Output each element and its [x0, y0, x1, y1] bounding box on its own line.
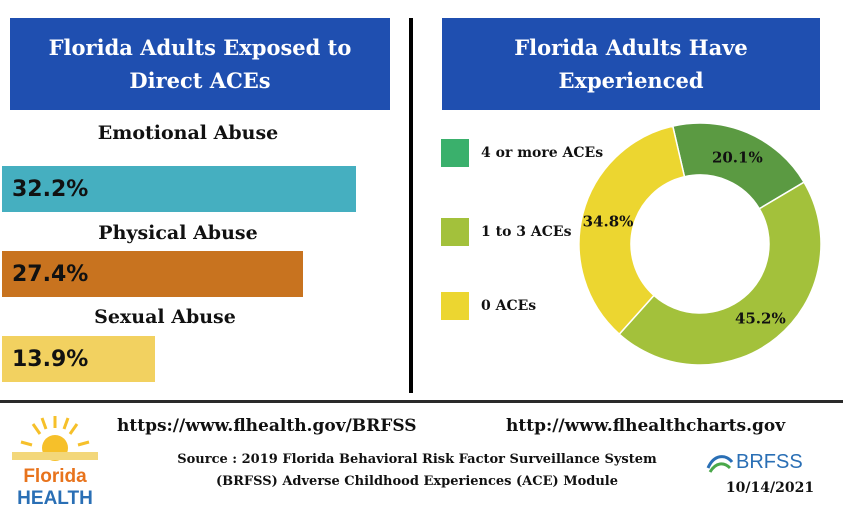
bar-value-physical: 27.4%: [12, 261, 89, 287]
legend-item-4-or-more: 4 or more ACEs: [441, 139, 603, 167]
left-panel-title: Florida Adults Exposed to Direct ACEs: [10, 18, 390, 110]
donut-label-1-to-3: 45.2%: [735, 309, 786, 327]
legend-swatch-0: [441, 292, 469, 320]
legend-label-1-to-3: 1 to 3 ACEs: [481, 224, 572, 240]
legend-item-1-to-3: 1 to 3 ACEs: [441, 218, 571, 246]
footer-separator: [0, 400, 843, 403]
donut-chart: 20.1% 45.2% 34.8%: [578, 122, 822, 366]
legend-item-0: 0 ACEs: [441, 292, 536, 320]
right-title-line1: Florida Adults Have: [514, 35, 748, 60]
bar-sexual-abuse: 13.9%: [2, 336, 155, 382]
donut-label-0: 34.8%: [583, 212, 634, 230]
flhealthcharts-url-link[interactable]: http://www.flhealthcharts.gov: [506, 416, 786, 436]
right-title-line2: Experienced: [558, 68, 704, 93]
florida-logo-text: Florida: [23, 466, 87, 487]
legend-swatch-4-or-more: [441, 139, 469, 167]
brfss-url-link[interactable]: https://www.flhealth.gov/BRFSS: [117, 416, 417, 436]
florida-health-logo: Florida HEALTH: [12, 416, 98, 509]
health-logo-text: HEALTH: [17, 488, 93, 509]
legend-label-4-or-more: 4 or more ACEs: [481, 145, 604, 161]
donut-label-4-or-more: 20.1%: [712, 149, 763, 167]
left-title-line2: Direct ACEs: [129, 68, 271, 93]
bar-physical-abuse: 27.4%: [2, 251, 304, 297]
source-line-1: Source : 2019 Florida Behavioral Risk Fa…: [177, 452, 657, 467]
panel-divider: [409, 18, 413, 393]
brfss-swoosh-icon: [706, 455, 734, 473]
bar-label-physical: Physical Abuse: [98, 222, 258, 244]
source-line-2: (BRFSS) Adverse Childhood Experiences (A…: [215, 474, 619, 489]
brfss-logo: BRFSS: [706, 448, 816, 476]
bar-label-emotional: Emotional Abuse: [97, 122, 279, 144]
left-title-line1: Florida Adults Exposed to: [48, 35, 352, 60]
bar-label-sexual: Sexual Abuse: [94, 306, 236, 328]
bar-emotional-abuse: 32.2%: [2, 166, 356, 212]
donut-slice-1-to-3: [618, 181, 822, 366]
legend-label-0: 0 ACEs: [481, 298, 537, 314]
bar-value-sexual: 13.9%: [12, 346, 89, 372]
legend-swatch-1-to-3: [441, 218, 469, 246]
sun-icon: [12, 416, 98, 461]
brfss-logo-text: BRFSS: [736, 450, 803, 473]
bar-value-emotional: 32.2%: [12, 176, 89, 202]
donut-slice-0: [578, 125, 686, 336]
report-date: 10/14/2021: [725, 480, 815, 496]
right-panel-title: Florida Adults Have Experienced: [442, 18, 820, 110]
